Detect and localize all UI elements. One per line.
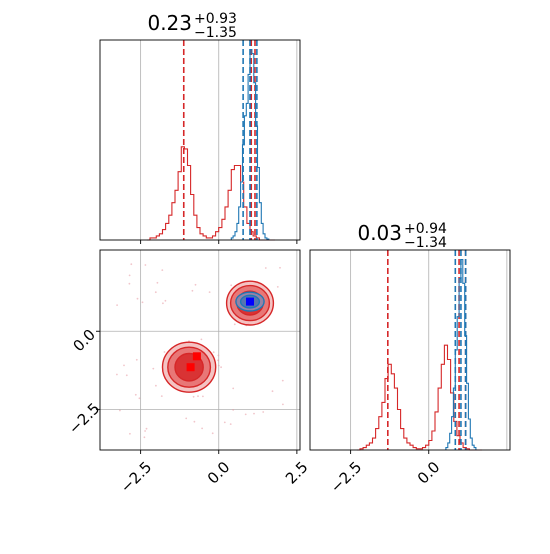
- histogram-title-upper-0: +0.93: [194, 11, 237, 27]
- scatter-x-tick-label-1: 0.0: [204, 458, 234, 488]
- sample-point: [217, 359, 220, 362]
- sample-point: [125, 374, 128, 377]
- sample-point: [154, 291, 157, 294]
- sample-point: [155, 384, 157, 387]
- sample-point: [123, 364, 125, 367]
- sample-point: [191, 289, 194, 292]
- sample-point: [193, 420, 196, 423]
- sample-point: [201, 427, 204, 430]
- hist2-x-tick-label-0: −2.5: [327, 458, 365, 496]
- sample-point: [163, 351, 166, 353]
- sample-point: [143, 436, 146, 439]
- sample-point: [233, 323, 236, 326]
- sample-point: [135, 358, 138, 361]
- scatter-y-tick-label-0: 0.0: [69, 326, 99, 356]
- sample-point: [217, 354, 220, 357]
- sample-point: [211, 432, 214, 435]
- sample-point: [162, 302, 164, 305]
- histogram-title-0: 0.23: [147, 11, 192, 35]
- sample-point: [194, 283, 197, 286]
- sample-point: [232, 409, 235, 411]
- sample-point: [164, 299, 167, 302]
- sample-point: [128, 274, 131, 277]
- histogram-title-lower-2: −1.34: [404, 235, 447, 251]
- sample-point: [212, 351, 215, 354]
- sample-point: [152, 367, 155, 370]
- sample-point: [160, 395, 163, 397]
- sample-point: [217, 364, 220, 367]
- truth-marker-1: [192, 352, 201, 361]
- sample-point: [129, 432, 131, 435]
- sample-point: [119, 409, 121, 412]
- truth-marker-0: [186, 363, 195, 372]
- histogram-title-lower-0: −1.35: [194, 25, 237, 41]
- histogram-frame-2: [309, 249, 511, 451]
- sample-point: [276, 286, 279, 288]
- sample-point: [282, 403, 284, 406]
- sample-point: [208, 291, 211, 293]
- sample-point: [244, 413, 247, 416]
- sample-point: [200, 338, 203, 341]
- scatter-frame: [99, 249, 301, 451]
- sample-point: [128, 282, 131, 285]
- histogram-title-upper-2: +0.94: [404, 221, 447, 237]
- sample-point: [116, 373, 118, 376]
- sample-point: [253, 412, 255, 415]
- sample-point: [232, 387, 235, 390]
- sample-point: [223, 421, 226, 424]
- sample-point: [262, 411, 265, 413]
- sample-point: [138, 397, 141, 400]
- sample-point: [202, 395, 204, 398]
- sample-point: [230, 284, 233, 287]
- histogram-series-0: [146, 146, 275, 241]
- sample-point: [229, 423, 232, 425]
- truth-marker-2: [246, 297, 254, 306]
- hist2-x-tick-label-1: 0.0: [414, 458, 444, 488]
- scatter-x-tick-label-2: 2.5: [282, 458, 312, 488]
- scatter-x-tick-label-0: −2.5: [117, 458, 155, 496]
- sample-point: [197, 395, 199, 398]
- sample-point: [156, 281, 159, 284]
- sample-point: [130, 263, 133, 266]
- sample-point: [161, 269, 164, 271]
- sample-point: [220, 366, 223, 369]
- sample-point: [145, 427, 148, 430]
- sample-point: [281, 379, 284, 382]
- sample-point: [141, 301, 144, 304]
- histogram-title-2: 0.03: [357, 221, 402, 245]
- histogram-series-0: [356, 344, 482, 451]
- sample-point: [185, 417, 188, 420]
- sample-point: [116, 304, 118, 306]
- sample-point: [144, 430, 147, 432]
- sample-point: [136, 297, 139, 300]
- sample-point: [192, 395, 195, 398]
- scatter-y-tick-label-1: −2.5: [65, 399, 103, 437]
- sample-point: [271, 390, 274, 393]
- histogram-frame-0: [99, 39, 301, 241]
- sample-point: [134, 393, 137, 396]
- sample-point: [279, 266, 281, 269]
- sample-point: [264, 267, 267, 269]
- sample-point: [144, 264, 147, 266]
